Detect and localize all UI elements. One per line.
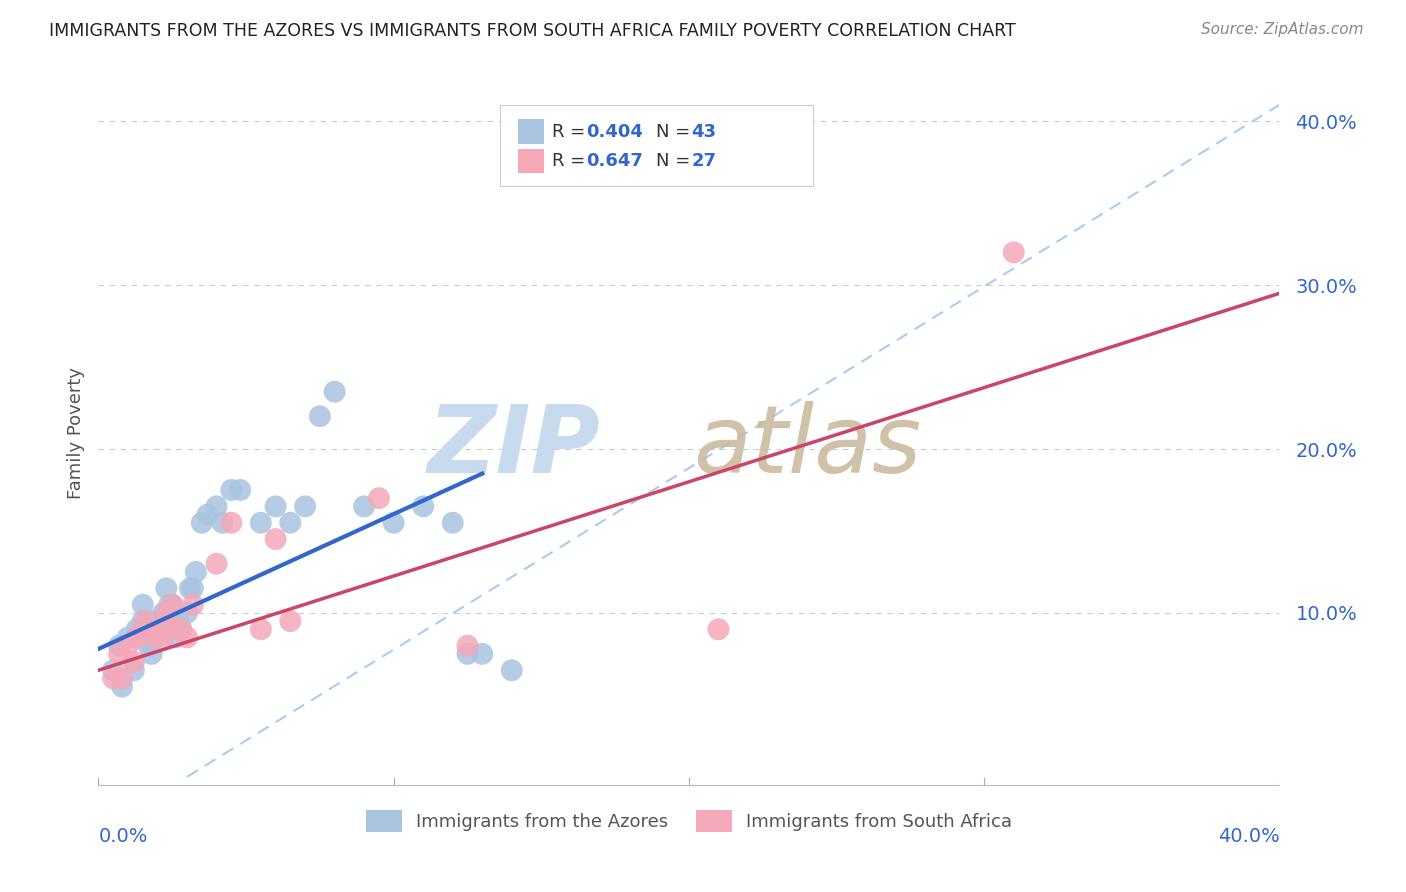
Point	[167, 622, 190, 636]
Point	[382, 516, 405, 530]
Point	[191, 516, 214, 530]
Point	[167, 614, 190, 628]
Point	[155, 582, 177, 596]
Point	[250, 622, 273, 636]
Point	[264, 532, 287, 546]
Y-axis label: Family Poverty: Family Poverty	[66, 367, 84, 499]
Text: 0.647: 0.647	[586, 153, 643, 170]
Point	[125, 631, 148, 645]
Point	[132, 622, 155, 636]
Point	[211, 516, 233, 530]
Point	[132, 614, 155, 628]
Text: ZIP: ZIP	[427, 401, 600, 492]
Point	[221, 483, 243, 497]
Point	[108, 647, 131, 661]
Point	[368, 491, 391, 505]
Point	[441, 516, 464, 530]
Point	[205, 557, 228, 571]
Point	[707, 622, 730, 636]
Point	[205, 500, 228, 514]
Text: 27: 27	[692, 153, 716, 170]
Text: IMMIGRANTS FROM THE AZORES VS IMMIGRANTS FROM SOUTH AFRICA FAMILY POVERTY CORREL: IMMIGRANTS FROM THE AZORES VS IMMIGRANTS…	[49, 22, 1017, 40]
Point	[294, 500, 316, 514]
Point	[117, 639, 139, 653]
Legend: Immigrants from the Azores, Immigrants from South Africa: Immigrants from the Azores, Immigrants f…	[359, 803, 1019, 839]
Point	[162, 598, 183, 612]
Point	[323, 384, 346, 399]
Point	[135, 614, 157, 628]
Point	[111, 680, 134, 694]
Point	[143, 631, 166, 645]
Point	[353, 500, 375, 514]
Point	[143, 614, 166, 628]
Point	[280, 614, 302, 628]
Point	[122, 655, 145, 669]
Text: Source: ZipAtlas.com: Source: ZipAtlas.com	[1201, 22, 1364, 37]
Point	[103, 663, 125, 677]
Point	[146, 622, 169, 636]
Text: 40.0%: 40.0%	[1218, 827, 1279, 847]
Point	[457, 647, 479, 661]
Text: 43: 43	[692, 123, 716, 141]
Point	[155, 606, 177, 620]
Point	[170, 622, 193, 636]
Point	[250, 516, 273, 530]
Point	[176, 606, 198, 620]
Point	[197, 508, 219, 522]
Point	[132, 598, 155, 612]
FancyBboxPatch shape	[501, 105, 813, 186]
Point	[264, 500, 287, 514]
Point	[181, 598, 204, 612]
Point	[162, 598, 183, 612]
Point	[170, 622, 193, 636]
Text: N =: N =	[655, 153, 696, 170]
Point	[122, 663, 145, 677]
Point	[125, 622, 148, 636]
Text: N =: N =	[655, 123, 696, 141]
Point	[179, 582, 201, 596]
Point	[181, 582, 204, 596]
Point	[412, 500, 434, 514]
Point	[165, 631, 187, 645]
Point	[141, 647, 163, 661]
Text: R =: R =	[553, 123, 591, 141]
Point	[457, 639, 479, 653]
Point	[111, 672, 134, 686]
Point	[149, 622, 172, 636]
Text: atlas: atlas	[693, 401, 921, 492]
Point	[108, 639, 131, 653]
Text: 0.0%: 0.0%	[98, 827, 148, 847]
Point	[141, 622, 163, 636]
Text: 0.404: 0.404	[586, 123, 643, 141]
Point	[157, 598, 180, 612]
Point	[184, 565, 207, 579]
Point	[221, 516, 243, 530]
Point	[152, 631, 174, 645]
Point	[149, 614, 172, 628]
Point	[138, 639, 160, 653]
Point	[117, 631, 139, 645]
Point	[176, 631, 198, 645]
Point	[1002, 245, 1025, 260]
Point	[501, 663, 523, 677]
Point	[280, 516, 302, 530]
Text: R =: R =	[553, 153, 591, 170]
Bar	[517, 149, 544, 173]
Point	[471, 647, 494, 661]
Point	[229, 483, 252, 497]
Bar	[517, 119, 544, 144]
Point	[309, 409, 332, 424]
Point	[103, 672, 125, 686]
Point	[152, 606, 174, 620]
